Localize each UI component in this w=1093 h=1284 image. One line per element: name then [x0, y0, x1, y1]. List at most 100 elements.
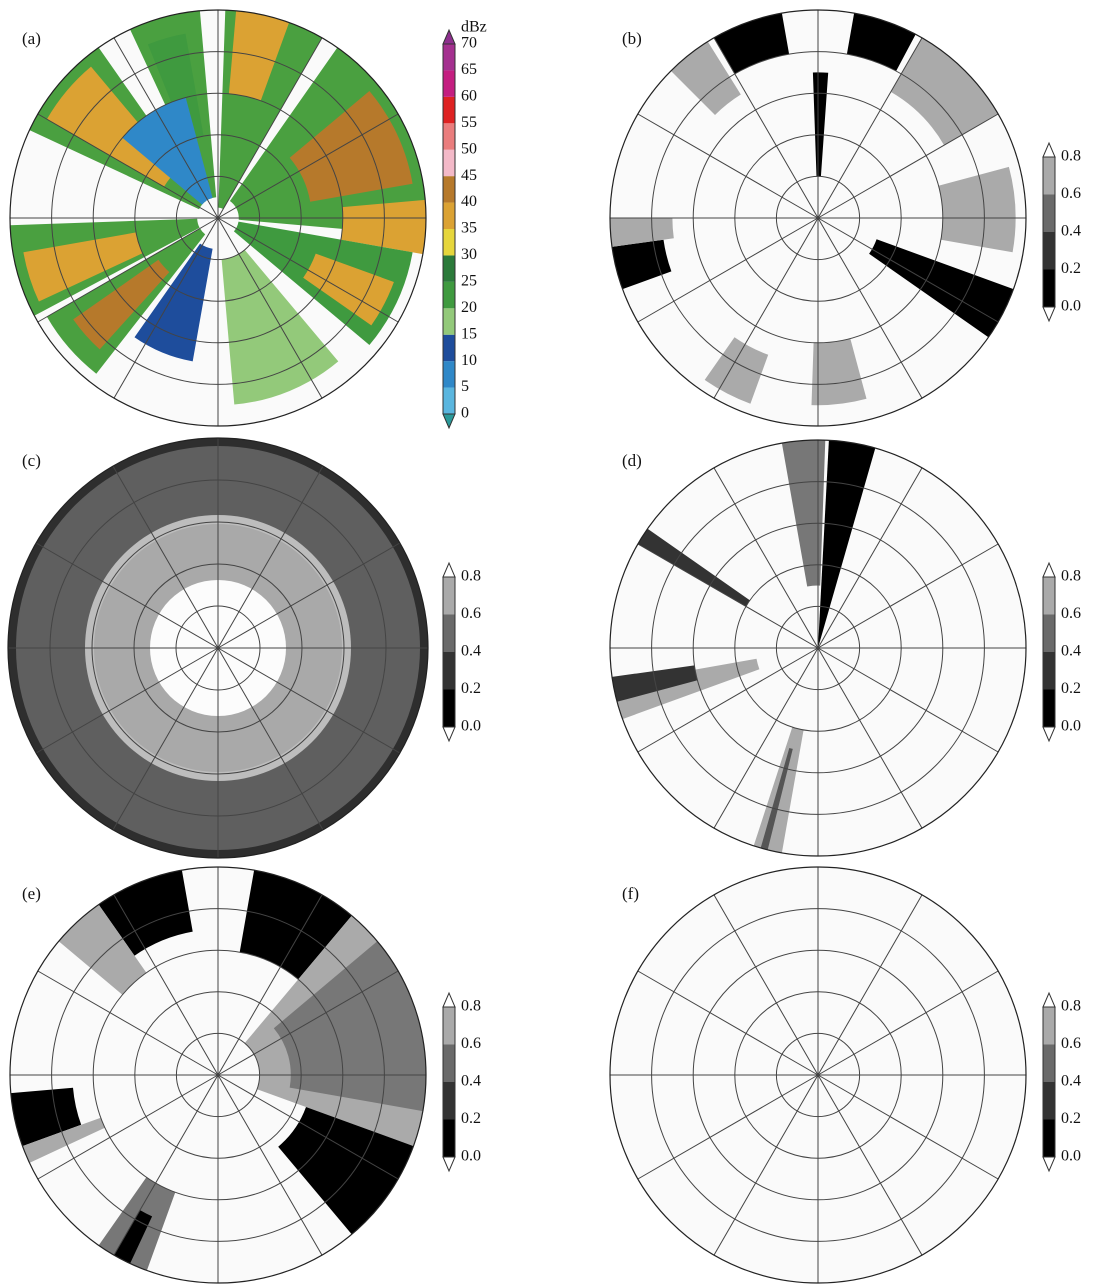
colorbar-segment: [443, 577, 455, 615]
colorbar-segment: [443, 388, 455, 414]
colorbar-tick-label: 0.6: [461, 605, 481, 622]
colorbar-segment: [443, 652, 455, 690]
colorbar-tick-label: 0.6: [1061, 1035, 1081, 1052]
colorbar-end: [1043, 1157, 1055, 1171]
colorbar-tick-label: 0.8: [1061, 568, 1081, 585]
colorbar-segment: [1043, 1007, 1055, 1045]
colorbar-tick-label: 0.4: [461, 1073, 481, 1090]
colorbar-tick-label: 0.0: [1061, 718, 1081, 735]
panel-label: (e): [22, 884, 41, 903]
colorbar-segment: [443, 361, 455, 387]
panel-label: (a): [22, 29, 41, 48]
colorbar-segment: [1043, 270, 1055, 308]
colorbar-segment: [443, 176, 455, 202]
colorbar-segment: [443, 229, 455, 255]
colorbar-end: [1043, 993, 1055, 1007]
colorbar-segment: [443, 97, 455, 123]
colorbar-tick-label: 0.6: [1061, 605, 1081, 622]
colorbar-end: [443, 563, 455, 577]
colorbar-tick-label: 60: [461, 88, 477, 105]
colorbar-tick-label: 45: [461, 167, 477, 184]
polar-panel: [8, 438, 428, 858]
colorbar-tick-label: 0.2: [461, 1110, 481, 1127]
colorbar-tick-label: 15: [461, 325, 477, 342]
colorbar-tick-label: 0.2: [1061, 680, 1081, 697]
colorbar-tick-label: 30: [461, 246, 477, 263]
colorbar-end: [1043, 563, 1055, 577]
colorbar-end: [443, 414, 455, 428]
colorbar-segment: [443, 1007, 455, 1045]
colorbar-tick-label: 0.0: [461, 718, 481, 735]
colorbar-segment: [443, 123, 455, 149]
colorbar-tick-label: 0.6: [461, 1035, 481, 1052]
colorbar-tick-label: 50: [461, 140, 477, 157]
colorbar-tick-label: 0.0: [461, 1148, 481, 1165]
colorbar-segment: [1043, 195, 1055, 233]
colorbar-end: [1043, 307, 1055, 321]
colorbar-end: [443, 1157, 455, 1171]
colorbar-tick-label: 0.6: [1061, 185, 1081, 202]
colorbar-tick-label: 5: [461, 378, 469, 395]
colorbar-tick-label: 0: [461, 405, 469, 422]
colorbar-segment: [443, 255, 455, 281]
colorbar-segment: [443, 70, 455, 96]
colorbar-tick-label: 0.4: [461, 643, 481, 660]
colorbar-segment: [443, 335, 455, 361]
colorbar-tick-label: 0.2: [1061, 260, 1081, 277]
colorbar-segment: [443, 282, 455, 308]
colorbar-tick-label: 35: [461, 220, 477, 237]
polar-panel: [10, 10, 426, 426]
colorbar-tick-label: 0.0: [1061, 1148, 1081, 1165]
colorbar-segment: [443, 1120, 455, 1158]
colorbar-end: [443, 993, 455, 1007]
colorbar-segment: [443, 1045, 455, 1083]
panel-label: (c): [22, 451, 41, 470]
colorbar-segment: [1043, 157, 1055, 195]
colorbar-segment: [443, 150, 455, 176]
figure: (a) 0 5 10 15 20 25 30 35 40 45 50 55 60 65 70dBz (b) 0.0…: [0, 0, 1093, 1284]
colorbar-tick-label: 0.2: [461, 680, 481, 697]
colorbar-segment: [443, 203, 455, 229]
colorbar-segment: [1043, 232, 1055, 270]
colorbar-tick-label: 0.8: [461, 568, 481, 585]
colorbar-end: [1043, 143, 1055, 157]
colorbar-unit: dBz: [461, 19, 487, 36]
panel-label: (d): [622, 451, 642, 470]
polar-panel: [10, 867, 426, 1283]
colorbar-segment: [443, 1082, 455, 1120]
colorbar-tick-label: 65: [461, 61, 477, 78]
colorbar-tick-label: 0.8: [1061, 998, 1081, 1015]
colorbar-tick-label: 20: [461, 299, 477, 316]
colorbar-end: [443, 30, 455, 44]
colorbar-tick-label: 0.8: [1061, 148, 1081, 165]
colorbar-segment: [1043, 690, 1055, 728]
colorbar-tick-label: 10: [461, 352, 477, 369]
polar-panel: [610, 867, 1026, 1283]
colorbar-segment: [1043, 577, 1055, 615]
colorbar-tick-label: 70: [461, 35, 477, 52]
colorbar-segment: [1043, 652, 1055, 690]
colorbar-tick-label: 25: [461, 273, 477, 290]
colorbar-tick-label: 0.8: [461, 998, 481, 1015]
panel-label: (f): [622, 884, 639, 903]
colorbar-end: [443, 727, 455, 741]
colorbar-tick-label: 0.2: [1061, 1110, 1081, 1127]
colorbar-segment: [1043, 1045, 1055, 1083]
colorbar-tick-label: 55: [461, 114, 477, 131]
colorbar-segment: [1043, 1082, 1055, 1120]
colorbar-tick-label: 0.4: [1061, 223, 1081, 240]
polar-panel: [610, 440, 1026, 856]
panel-label: (b): [622, 29, 642, 48]
colorbar-tick-label: 0.4: [1061, 1073, 1081, 1090]
colorbar-tick-label: 40: [461, 193, 477, 210]
colorbar-segment: [443, 44, 455, 70]
colorbar-segment: [443, 615, 455, 653]
colorbar-end: [1043, 727, 1055, 741]
colorbar-segment: [1043, 1120, 1055, 1158]
colorbar-segment: [1043, 615, 1055, 653]
colorbar-segment: [443, 308, 455, 334]
colorbar-tick-label: 0.4: [1061, 643, 1081, 660]
colorbar-tick-label: 0.0: [1061, 298, 1081, 315]
colorbar-segment: [443, 690, 455, 728]
polar-panel: [610, 10, 1026, 426]
